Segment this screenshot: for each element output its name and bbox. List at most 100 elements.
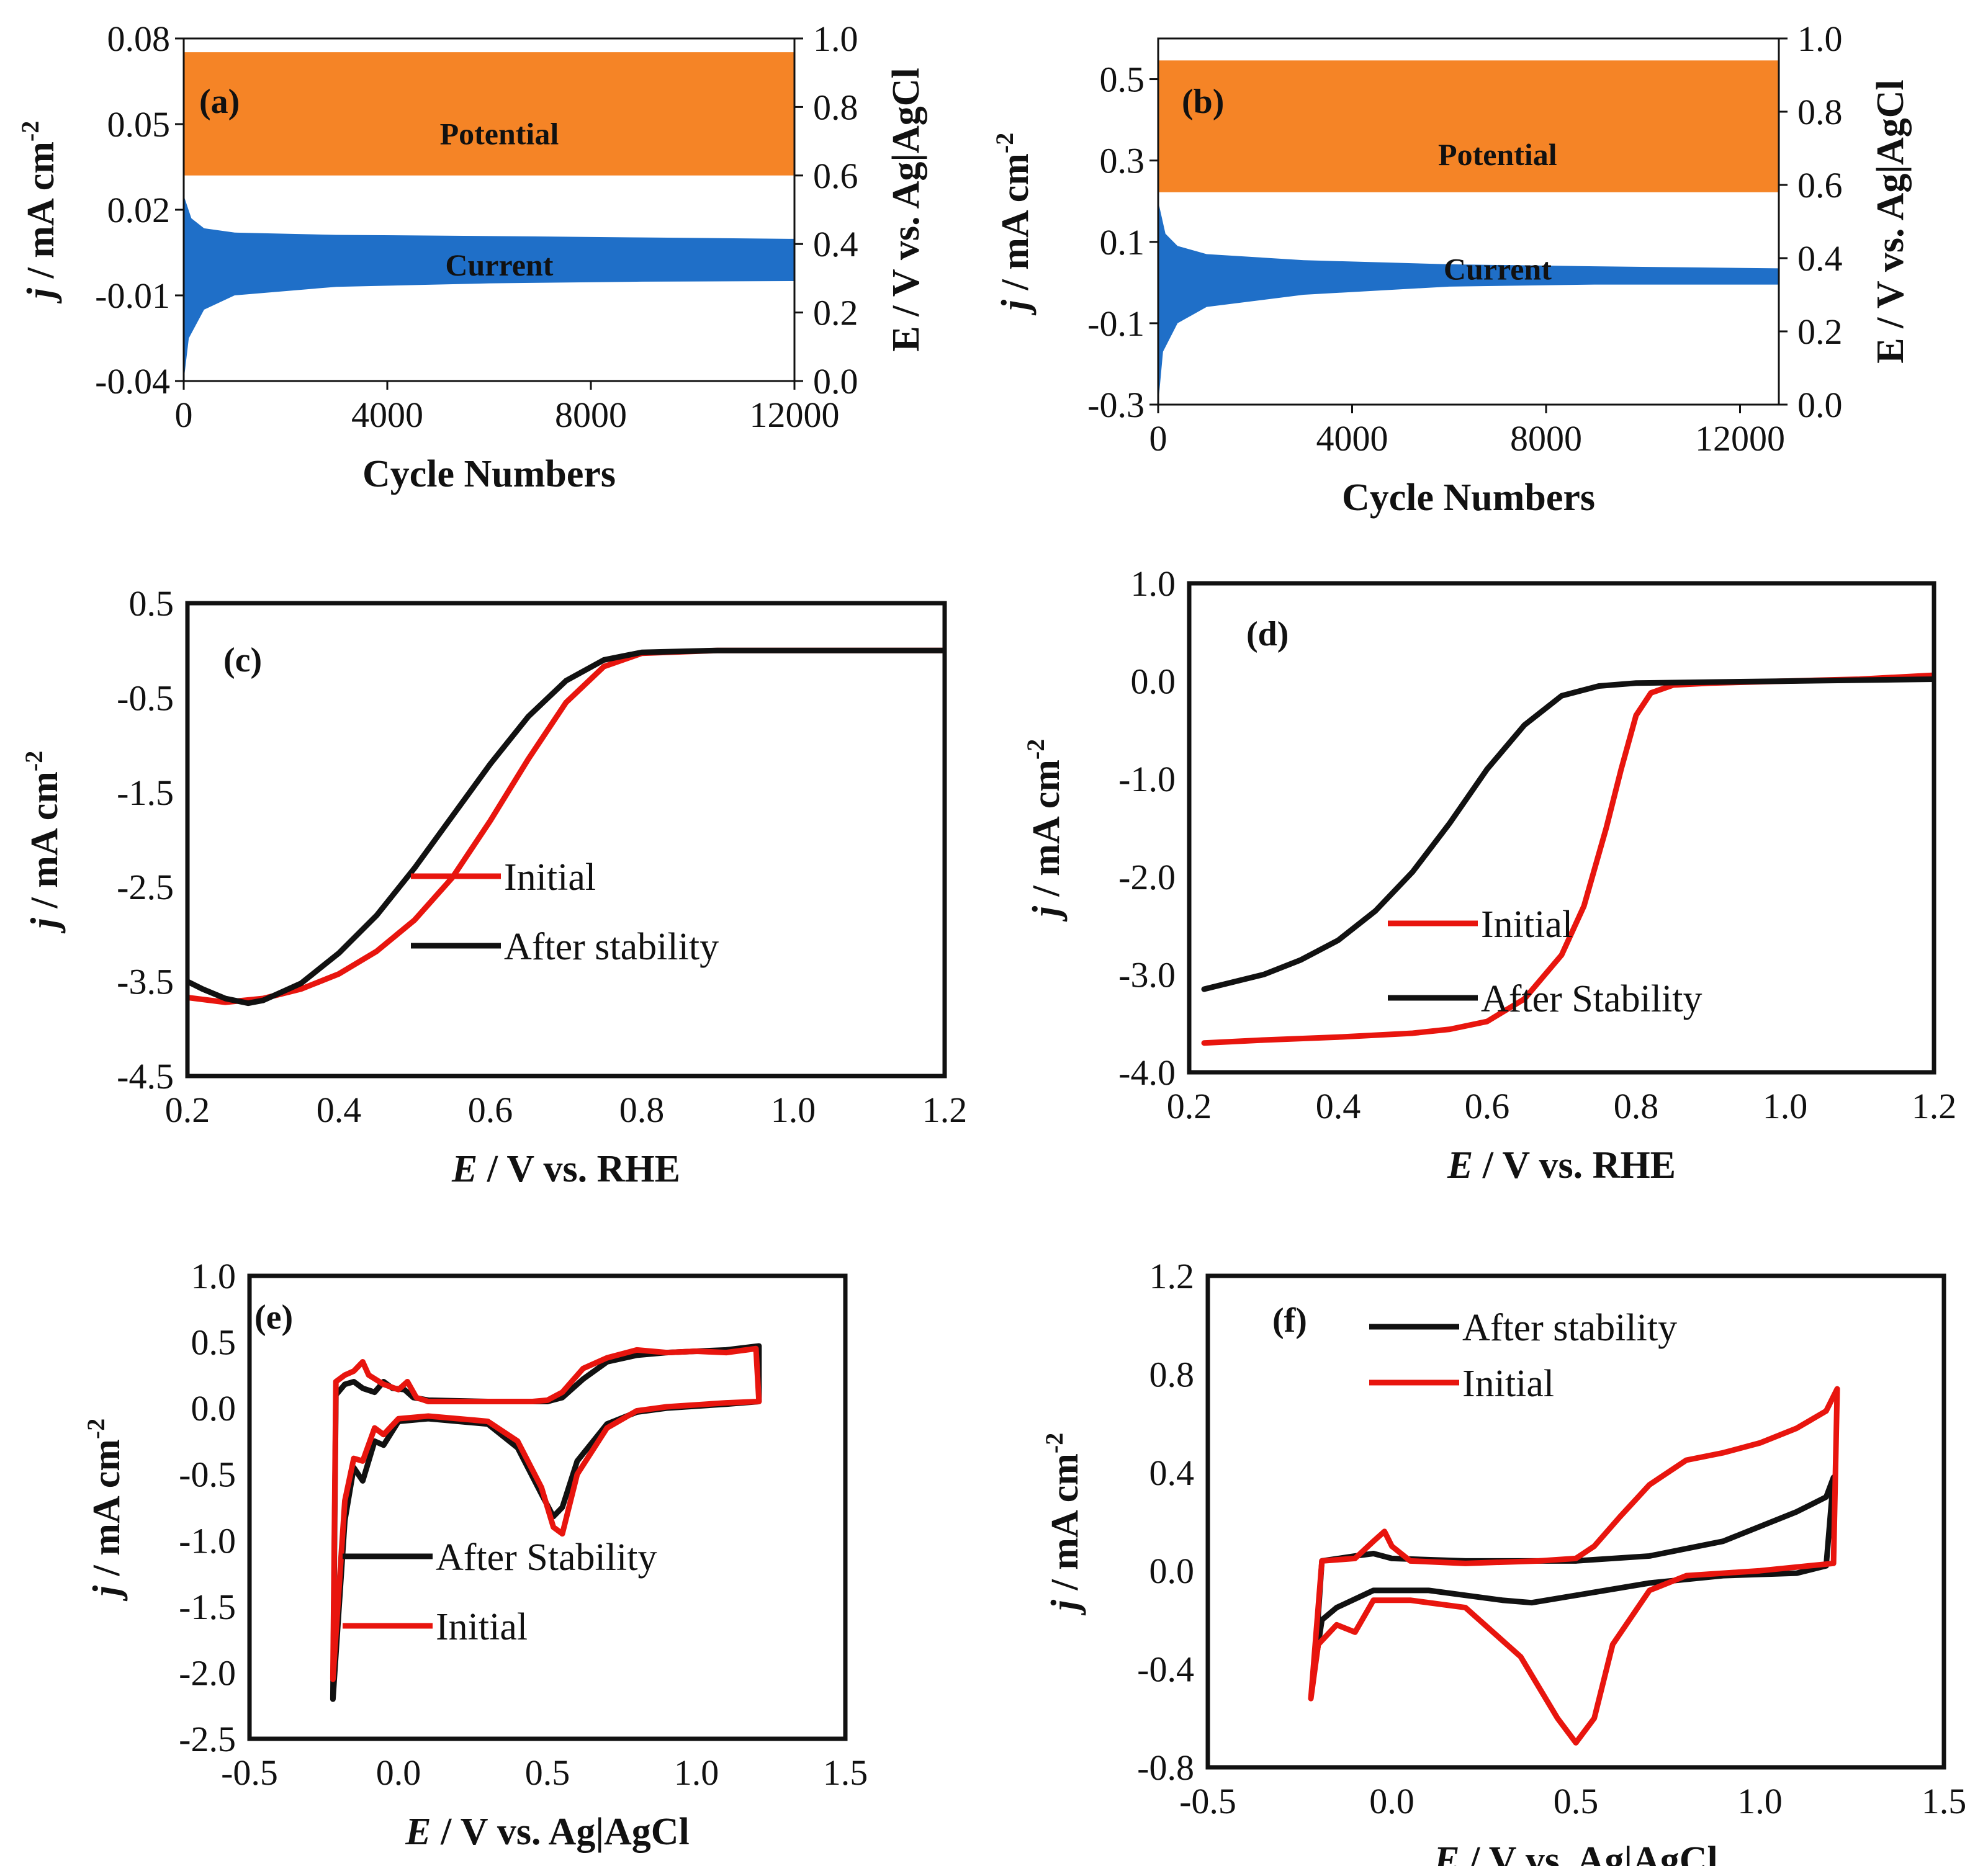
- x-axis-title: E / V vs. RHE: [1447, 1144, 1676, 1186]
- plot-frame: [1157, 37, 1780, 406]
- y-tick-label: 0.3: [1100, 141, 1145, 181]
- y-axis-title-superscript: -2: [1040, 1433, 1068, 1453]
- panel-c: 0.2 0.4 0.6 0.8 1.0 1.2 -4.5 -3.5 -2.5 -1.5 -0.5 0.…: [20, 583, 967, 1190]
- x-axis-title-text: / V vs. Ag|AgCl: [1460, 1839, 1718, 1866]
- y-axis-title-superscript: -2: [991, 133, 1019, 153]
- series-line-initial: [330, 1345, 762, 1682]
- x-axis-title: Cycle Numbers: [362, 453, 616, 495]
- band-label-potential: Potential: [1438, 137, 1557, 172]
- y-tick-label: -0.5: [117, 678, 174, 718]
- plot-area: [1201, 672, 1934, 1046]
- y-axis-title-symbol: j: [1044, 1599, 1086, 1616]
- x-axis-title: E / V vs. Ag|AgCl: [405, 1811, 690, 1853]
- series-band-current: [1158, 201, 1779, 405]
- x-tick-label: 0.2: [1167, 1086, 1212, 1126]
- y-tick-label: -1.5: [179, 1587, 236, 1627]
- x-tick-label: 0.4: [317, 1090, 362, 1130]
- panel-a: 0 4000 8000 12000 -0.04 -0.01 0.02 0.05 0.08 0.0 0…: [16, 19, 927, 495]
- y2-tick-label: 0.2: [813, 293, 858, 333]
- x-axis-title-symbol: E: [451, 1148, 477, 1190]
- y-axis-title: j / mA cm-2: [20, 751, 66, 934]
- y-tick-label: -2.5: [179, 1719, 236, 1759]
- x-tick-label: 0.5: [525, 1752, 570, 1793]
- x-tick-label: 1.5: [823, 1752, 868, 1793]
- y-tick-label: 1.2: [1149, 1256, 1195, 1296]
- y2-tick-label: 0.0: [1797, 385, 1843, 425]
- y2-axis-title: E / V vs. Ag|AgCl: [1869, 79, 1912, 364]
- x-tick-label: -0.5: [1179, 1781, 1236, 1821]
- y2-tick-label: 0.0: [813, 361, 858, 401]
- plot-area: [1308, 1386, 1840, 1746]
- y-axis-title-superscript: -2: [16, 121, 44, 141]
- y-tick-label: -4.0: [1118, 1052, 1176, 1093]
- panel-f: -0.5 0.0 0.5 1.0 1.5 -0.8 -0.4 0.0 0.4 0.8 1.2 E / …: [1040, 1256, 1966, 1866]
- x-tick-label: 0.5: [1554, 1781, 1599, 1821]
- series-line-after-stability: [1311, 1474, 1837, 1672]
- plot-area: [184, 52, 794, 381]
- y-tick-label: -1.0: [1118, 759, 1176, 799]
- y-tick-label: -1.0: [179, 1520, 236, 1561]
- legend-label: After Stability: [1481, 978, 1702, 1020]
- x-tick-label: 1.2: [1912, 1086, 1957, 1126]
- y-tick-label: 0.5: [191, 1322, 236, 1363]
- y-tick-label: -2.5: [117, 867, 174, 907]
- panel-label: (f): [1272, 1301, 1307, 1340]
- x-tick-label: 1.2: [922, 1090, 968, 1130]
- y-tick-label: -0.4: [1137, 1649, 1194, 1690]
- series-line-after-stability: [187, 647, 945, 1007]
- legend: Initial After stability: [411, 856, 719, 968]
- x-axis-title: E / V vs. RHE: [451, 1148, 680, 1190]
- y-axis-title-symbol: j: [86, 1585, 128, 1602]
- x-tick-label: 0.6: [468, 1090, 513, 1130]
- series-line-initial: [1308, 1386, 1840, 1746]
- y-axis-title-superscript: -2: [20, 751, 48, 771]
- x-axis-title-text: Cycle Numbers: [1342, 477, 1595, 519]
- legend-label: Initial: [1462, 1363, 1554, 1405]
- y-tick-label: -2.0: [179, 1653, 236, 1693]
- y2-tick-label: 0.6: [1797, 165, 1843, 205]
- plot-frame: [185, 601, 947, 1079]
- plot-area: [330, 1343, 762, 1702]
- band-label-current: Current: [445, 248, 553, 282]
- plot-frame: [247, 1273, 848, 1741]
- panel-b: 0 4000 8000 12000 -0.3 -0.1 0.1 0.3 0.5 0.0 0.2 0.4…: [991, 19, 1912, 519]
- y-axis-title-superscript: -2: [1022, 739, 1050, 760]
- y-axis-title-symbol: j: [24, 917, 66, 934]
- y-tick-label: 0.4: [1149, 1453, 1195, 1493]
- y-axis-title-text: / mA cm: [994, 153, 1037, 300]
- x-tick-label: -0.5: [221, 1752, 278, 1793]
- y-axis-title: j / mA cm-2: [1022, 739, 1068, 922]
- y2-tick-label: 1.0: [1797, 19, 1843, 59]
- y-tick-label: 0.0: [1131, 662, 1176, 702]
- y2-tick-label: 0.8: [1797, 92, 1843, 132]
- panel-d: 0.2 0.4 0.6 0.8 1.0 1.2 -4.0 -3.0 -2.0 -1.0 0.0 1.0…: [1022, 563, 1956, 1186]
- y-tick-label: -1.5: [117, 773, 174, 813]
- legend: After Stability Initial: [343, 1536, 657, 1648]
- y-axis-title-text: / mA cm: [24, 771, 66, 918]
- y2-tick-label: 0.6: [813, 156, 858, 196]
- x-tick-label: 0.8: [1614, 1086, 1659, 1126]
- legend-label: After stability: [1462, 1307, 1677, 1349]
- y-axis-title: j / mA cm-2: [16, 121, 62, 304]
- legend-label: Initial: [1481, 904, 1573, 946]
- series-band-potential: [1158, 60, 1779, 192]
- y-axis-title-superscript: -2: [82, 1419, 110, 1439]
- x-tick-label: 4000: [351, 395, 423, 435]
- y-tick-label: -0.01: [95, 276, 170, 316]
- panel-label: (c): [223, 641, 262, 680]
- y-tick-label: 1.0: [1131, 563, 1176, 604]
- y-axis-title-text: / mA cm: [86, 1439, 128, 1586]
- x-axis-title-symbol: E: [405, 1811, 431, 1853]
- x-tick-label: 8000: [1510, 418, 1582, 459]
- y-axis-title-symbol: j: [20, 287, 62, 304]
- y-tick-label: 0.0: [1149, 1551, 1195, 1591]
- plot-area: [187, 647, 945, 1007]
- series-line-after-stability: [1201, 676, 1934, 992]
- x-tick-label: 0.8: [619, 1090, 665, 1130]
- y2-tick-label: 1.0: [813, 19, 858, 59]
- x-axis-title: E / V vs. Ag|AgCl: [1433, 1839, 1718, 1866]
- x-tick-label: 1.0: [1763, 1086, 1808, 1126]
- panel-label: (b): [1182, 83, 1224, 121]
- x-axis-title-symbol: E: [1433, 1839, 1459, 1866]
- x-tick-label: 0.2: [165, 1090, 210, 1130]
